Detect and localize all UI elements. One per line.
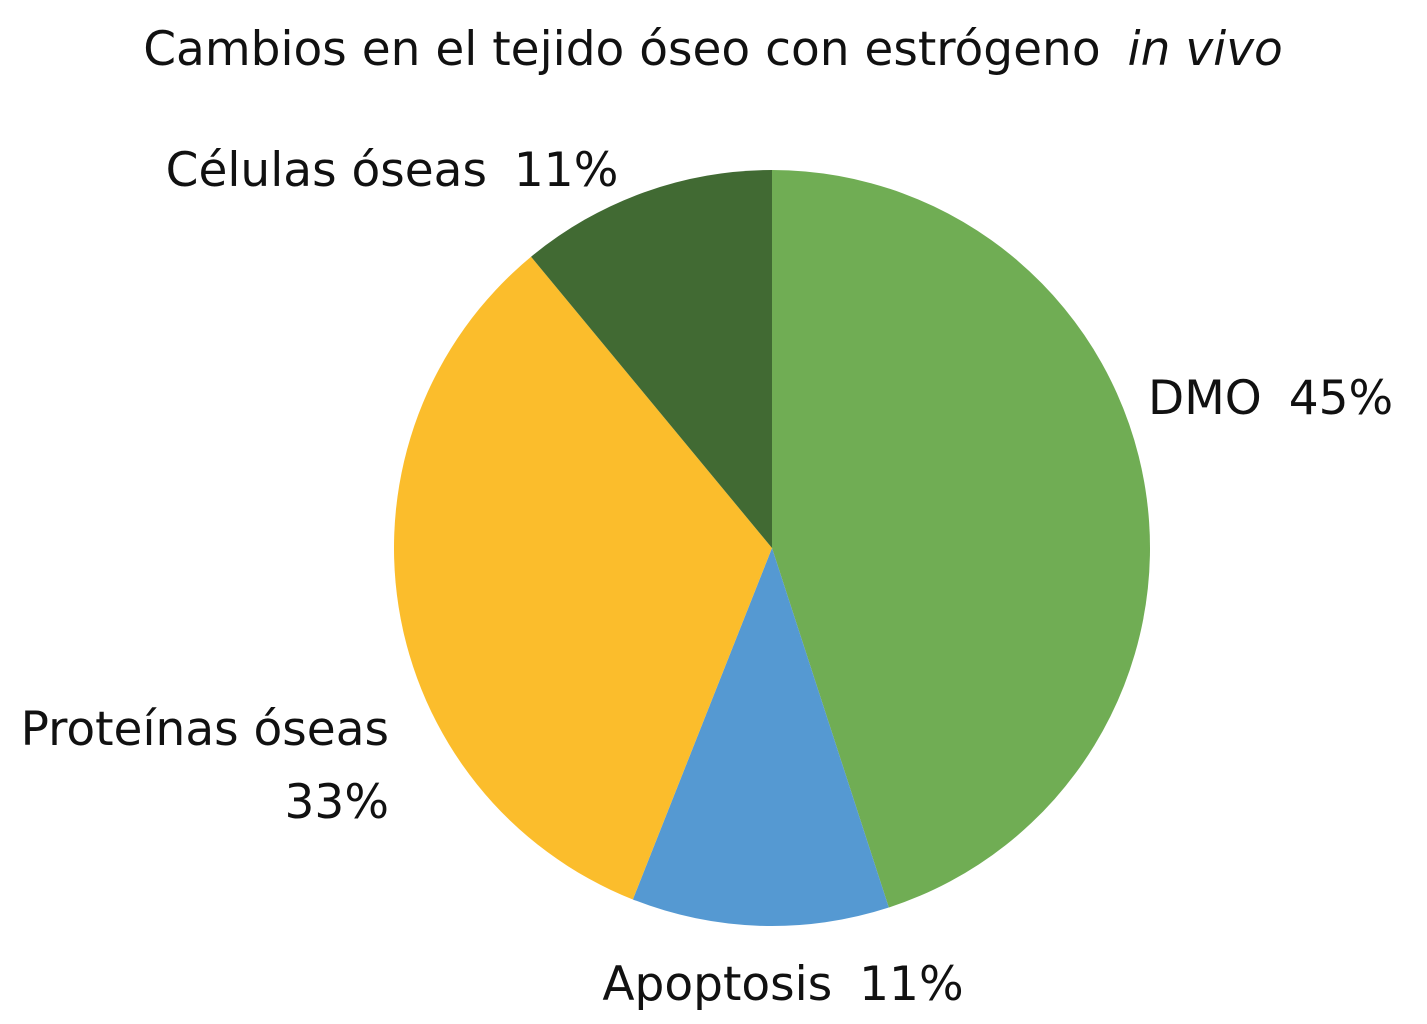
slice-label-proteinas-name: Proteínas óseas: [21, 702, 389, 757]
slice-label-proteinas-value: 33%: [285, 775, 389, 830]
slice-label-celulas-value: 11%: [514, 143, 618, 198]
slice-label-celulas-name: Células óseas: [166, 143, 487, 198]
slice-label-dmo-value: 45%: [1289, 371, 1393, 426]
pie-slice-células-óseas: [531, 170, 772, 548]
slice-label-apoptosis-value: 11%: [859, 957, 963, 1012]
slice-label-celulas: Células óseas 11%: [166, 143, 619, 198]
pie-slice-proteínas-óseas: [393, 256, 772, 900]
pie-slices: [393, 170, 1151, 927]
slice-label-dmo: DMO 45%: [1148, 371, 1393, 426]
pie-slice-dmo: [772, 170, 1151, 908]
chart-title-main: Cambios en el tejido óseo con estrógeno: [143, 22, 1100, 77]
slice-label-apoptosis: Apoptosis 11%: [602, 957, 963, 1012]
slice-label-apoptosis-name: Apoptosis: [602, 957, 832, 1012]
chart-title-italic: in vivo: [1128, 22, 1283, 77]
slice-label-dmo-name: DMO: [1148, 371, 1262, 426]
chart-title: Cambios en el tejido óseo con estrógeno …: [143, 22, 1283, 77]
pie-slice-apoptosis: [632, 548, 889, 927]
